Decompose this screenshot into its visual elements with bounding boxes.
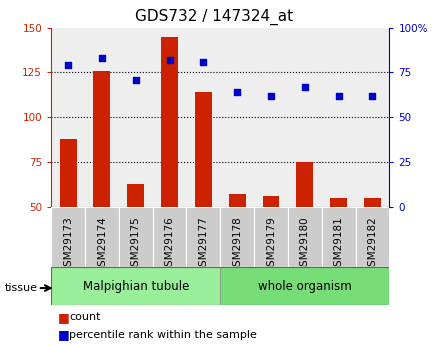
Point [335,93,342,99]
Point [132,77,139,82]
Bar [127,184,144,297]
Text: ■: ■ [58,328,69,341]
Text: GSM29179: GSM29179 [266,216,276,273]
Point [267,93,275,99]
Point [301,84,308,90]
Bar [195,92,212,297]
Bar [119,207,153,267]
Point [166,57,173,63]
Text: GSM29177: GSM29177 [198,216,208,273]
Text: GDS732 / 147324_at: GDS732 / 147324_at [134,9,293,25]
Bar [51,207,85,267]
Bar [330,198,347,297]
Bar [186,207,220,267]
Text: GSM29178: GSM29178 [232,216,242,273]
Point [65,62,72,68]
Bar [356,207,389,267]
Bar [322,207,356,267]
Bar [220,267,389,305]
Point [98,55,105,61]
Text: tissue: tissue [4,283,37,293]
Bar [60,139,77,297]
Text: GSM29181: GSM29181 [334,216,344,273]
Point [234,89,241,95]
Bar [364,198,381,297]
Bar [296,162,313,297]
Bar [161,37,178,297]
Text: percentile rank within the sample: percentile rank within the sample [69,330,257,339]
Text: GSM29176: GSM29176 [165,216,174,273]
Bar [229,195,246,297]
Bar [51,267,220,305]
Bar [220,207,254,267]
Text: GSM29175: GSM29175 [131,216,141,273]
Text: GSM29180: GSM29180 [300,216,310,273]
Text: GSM29174: GSM29174 [97,216,107,273]
Point [369,93,376,99]
Text: GSM29182: GSM29182 [368,216,377,273]
Text: whole organism: whole organism [258,280,352,293]
Point [200,59,207,65]
Text: ■: ■ [58,311,69,324]
Bar [93,71,110,297]
Text: Malpighian tubule: Malpighian tubule [82,280,189,293]
Bar [85,207,119,267]
Text: GSM29173: GSM29173 [63,216,73,273]
Bar [263,196,279,297]
Bar [288,207,322,267]
Text: count: count [69,313,101,322]
Bar [254,207,288,267]
Bar [153,207,186,267]
